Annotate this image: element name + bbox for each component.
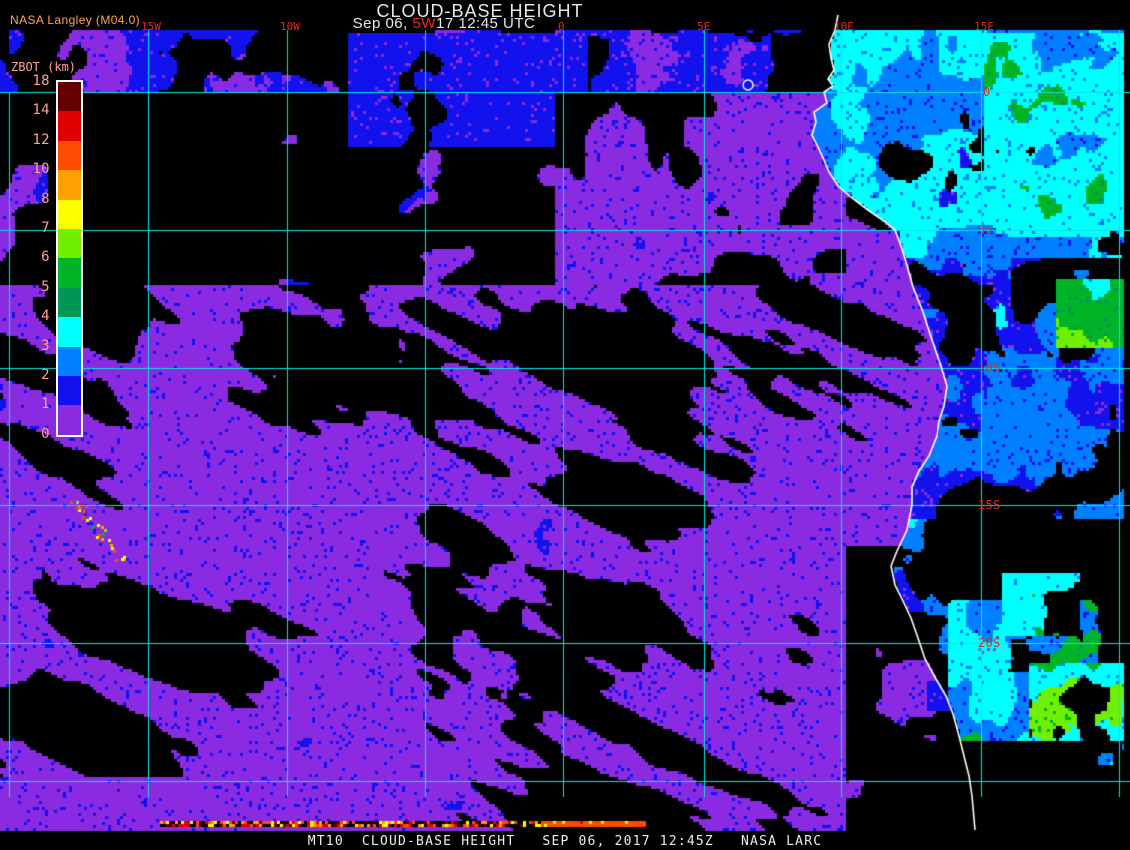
colorbar-tick: 18: [32, 73, 50, 89]
colorbar-segment: [58, 375, 81, 406]
colorbar-tick: 7: [41, 220, 50, 236]
colorbar-segment: [58, 317, 81, 347]
grid-label-meridian: 15E: [974, 20, 994, 33]
grid-label-meridian: 15W: [141, 20, 161, 33]
colorbar-tick: 1: [41, 396, 50, 413]
colorbar-tick: 4: [41, 308, 50, 325]
grid-label-parallel: 20S: [978, 636, 1001, 650]
grid-label-parallel: 15S: [978, 498, 1001, 512]
grid-label-parallel: 0: [983, 85, 991, 99]
colorbar-segment: [58, 346, 81, 376]
grid-label-parallel: 5S: [978, 223, 994, 237]
colorbar-tick: 2: [41, 367, 50, 383]
grid-label-parallel: 10S: [978, 361, 1001, 375]
colorbar-tick: 14: [32, 102, 50, 119]
colorbar-segment: [58, 199, 81, 229]
colorbar-segment: [58, 82, 81, 112]
colorbar-tick: 12: [32, 131, 50, 148]
grid-label-meridian: 10W: [280, 20, 300, 33]
timestamp-suffix: 17 12:45 UTC: [436, 15, 536, 32]
colorbar-segment: [58, 111, 81, 141]
colorbar-segment: [58, 258, 81, 288]
grid-label-meridian: 5E: [697, 20, 711, 33]
grid-label-meridian: 10E: [834, 20, 854, 33]
timestamp: Sep 06, 5W17 12:45 UTC: [294, 15, 594, 32]
colorbar-tick: 10: [32, 161, 50, 178]
colorbar-tick: 6: [41, 249, 50, 266]
colorbar-tick: 0: [41, 425, 50, 442]
page-title: CLOUD-BASE HEIGHT: [376, 1, 584, 21]
credit-label: NASA Langley (M04.0): [10, 13, 141, 27]
colorbar-tick: 3: [41, 337, 50, 354]
grid-label-5w-overlap: 5W: [412, 15, 436, 32]
bottom-caption: MT10 CLOUD-BASE HEIGHT SEP 06, 2017 12:4…: [307, 834, 823, 849]
colorbar-segment: [58, 140, 81, 171]
colorbar-tick: 8: [41, 190, 50, 207]
colorbar-segment: [58, 405, 81, 435]
colorbar-title: ZBOT (km): [11, 60, 77, 74]
colorbar-segment: [58, 287, 81, 318]
grid-label-meridian: 0: [558, 20, 565, 33]
colorbar-segment: [58, 170, 81, 200]
colorbar-segment: [58, 228, 81, 259]
timestamp-prefix: Sep 06,: [352, 15, 413, 32]
colorbar-tick: 5: [41, 278, 50, 295]
colorbar: [56, 80, 83, 437]
